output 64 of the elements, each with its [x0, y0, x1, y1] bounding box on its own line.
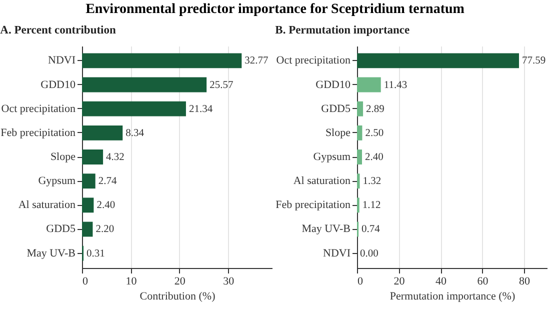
- data-label: 4.32: [106, 152, 124, 163]
- chart-title: A. Percent contribution: [0, 24, 116, 36]
- x-axis-title: Contribution (%): [140, 290, 216, 302]
- data-label: 1.12: [362, 200, 381, 212]
- x-tick-label: 30: [223, 276, 235, 288]
- bar: [82, 198, 94, 213]
- data-label: 8.34: [126, 128, 145, 139]
- y-tick-label: Oct precipitation: [276, 54, 351, 67]
- data-label: 32.77: [244, 56, 268, 67]
- x-tick-label: 60: [477, 276, 489, 288]
- y-tick-label: Feb precipitation: [0, 126, 76, 139]
- data-label: 0.31: [86, 248, 105, 260]
- y-tick-label: May UV-B: [26, 247, 76, 260]
- bar: [82, 222, 93, 237]
- y-tick-label: Slope: [50, 151, 76, 163]
- data-label: 2.20: [96, 224, 114, 236]
- data-label: 11.43: [384, 80, 408, 91]
- x-tick-label: 80: [519, 276, 531, 288]
- bar: [82, 77, 207, 92]
- y-tick-label: Slope: [325, 126, 351, 139]
- data-label: 0.74: [362, 224, 381, 236]
- data-label: 0.00: [360, 248, 378, 260]
- text: Environmental predictor importance for Sceptridium ternatum: [84, 1, 466, 19]
- bar: [82, 174, 96, 189]
- y-tick-label: GDD10: [316, 78, 351, 91]
- y-tick-label: Gypsum: [313, 151, 351, 163]
- chart-title: B. Permutation importance: [275, 24, 410, 36]
- bar: [82, 125, 123, 140]
- data-label: 77.59: [522, 56, 546, 67]
- x-tick-label: 20: [174, 276, 186, 288]
- data-label: 21.34: [188, 104, 214, 115]
- x-axis-title: Permutation importance (%): [390, 290, 516, 302]
- y-tick-label: Al saturation: [18, 199, 76, 212]
- y-tick-label: Al saturation: [293, 175, 351, 188]
- data-label: 2.50: [365, 128, 384, 139]
- y-tick-label: GDD5: [321, 102, 351, 115]
- bar: [357, 53, 519, 68]
- data-label: 2.40: [96, 200, 116, 212]
- x-tick-label: 0: [358, 276, 364, 288]
- y-tick-label: Gypsum: [38, 175, 76, 188]
- data-label: 25.57: [210, 80, 234, 91]
- y-tick-label: GDD5: [46, 223, 76, 236]
- bar: [82, 150, 104, 164]
- y-tick-label: NDVI: [323, 247, 351, 260]
- bar: [357, 101, 364, 116]
- y-tick-label: Oct precipitation: [1, 102, 76, 115]
- x-tick-label: 40: [436, 276, 448, 288]
- bar: [82, 53, 242, 68]
- data-label: 2.74: [98, 176, 118, 188]
- data-label: 1.32: [362, 176, 382, 188]
- y-tick-label: Feb precipitation: [276, 199, 351, 212]
- bar: [82, 101, 186, 116]
- bar: [357, 150, 362, 164]
- x-tick-label: 20: [394, 276, 406, 288]
- y-tick-label: May UV-B: [302, 223, 350, 236]
- data-label: 2.40: [365, 152, 384, 163]
- x-tick-label: 10: [126, 276, 138, 288]
- y-tick-label: GDD10: [40, 78, 76, 91]
- data-label: 2.89: [366, 104, 384, 115]
- x-tick-label: 0: [82, 276, 88, 288]
- bar: [357, 125, 362, 140]
- bar: [357, 174, 360, 189]
- bar: [357, 77, 381, 92]
- y-tick-label: NDVI: [48, 54, 76, 67]
